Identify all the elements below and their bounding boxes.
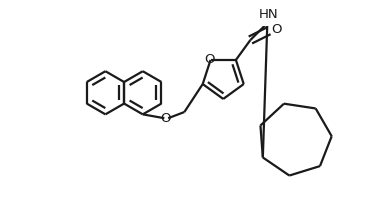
Text: O: O: [160, 112, 171, 125]
Text: HN: HN: [258, 8, 278, 21]
Text: O: O: [271, 23, 282, 36]
Text: O: O: [205, 53, 215, 66]
